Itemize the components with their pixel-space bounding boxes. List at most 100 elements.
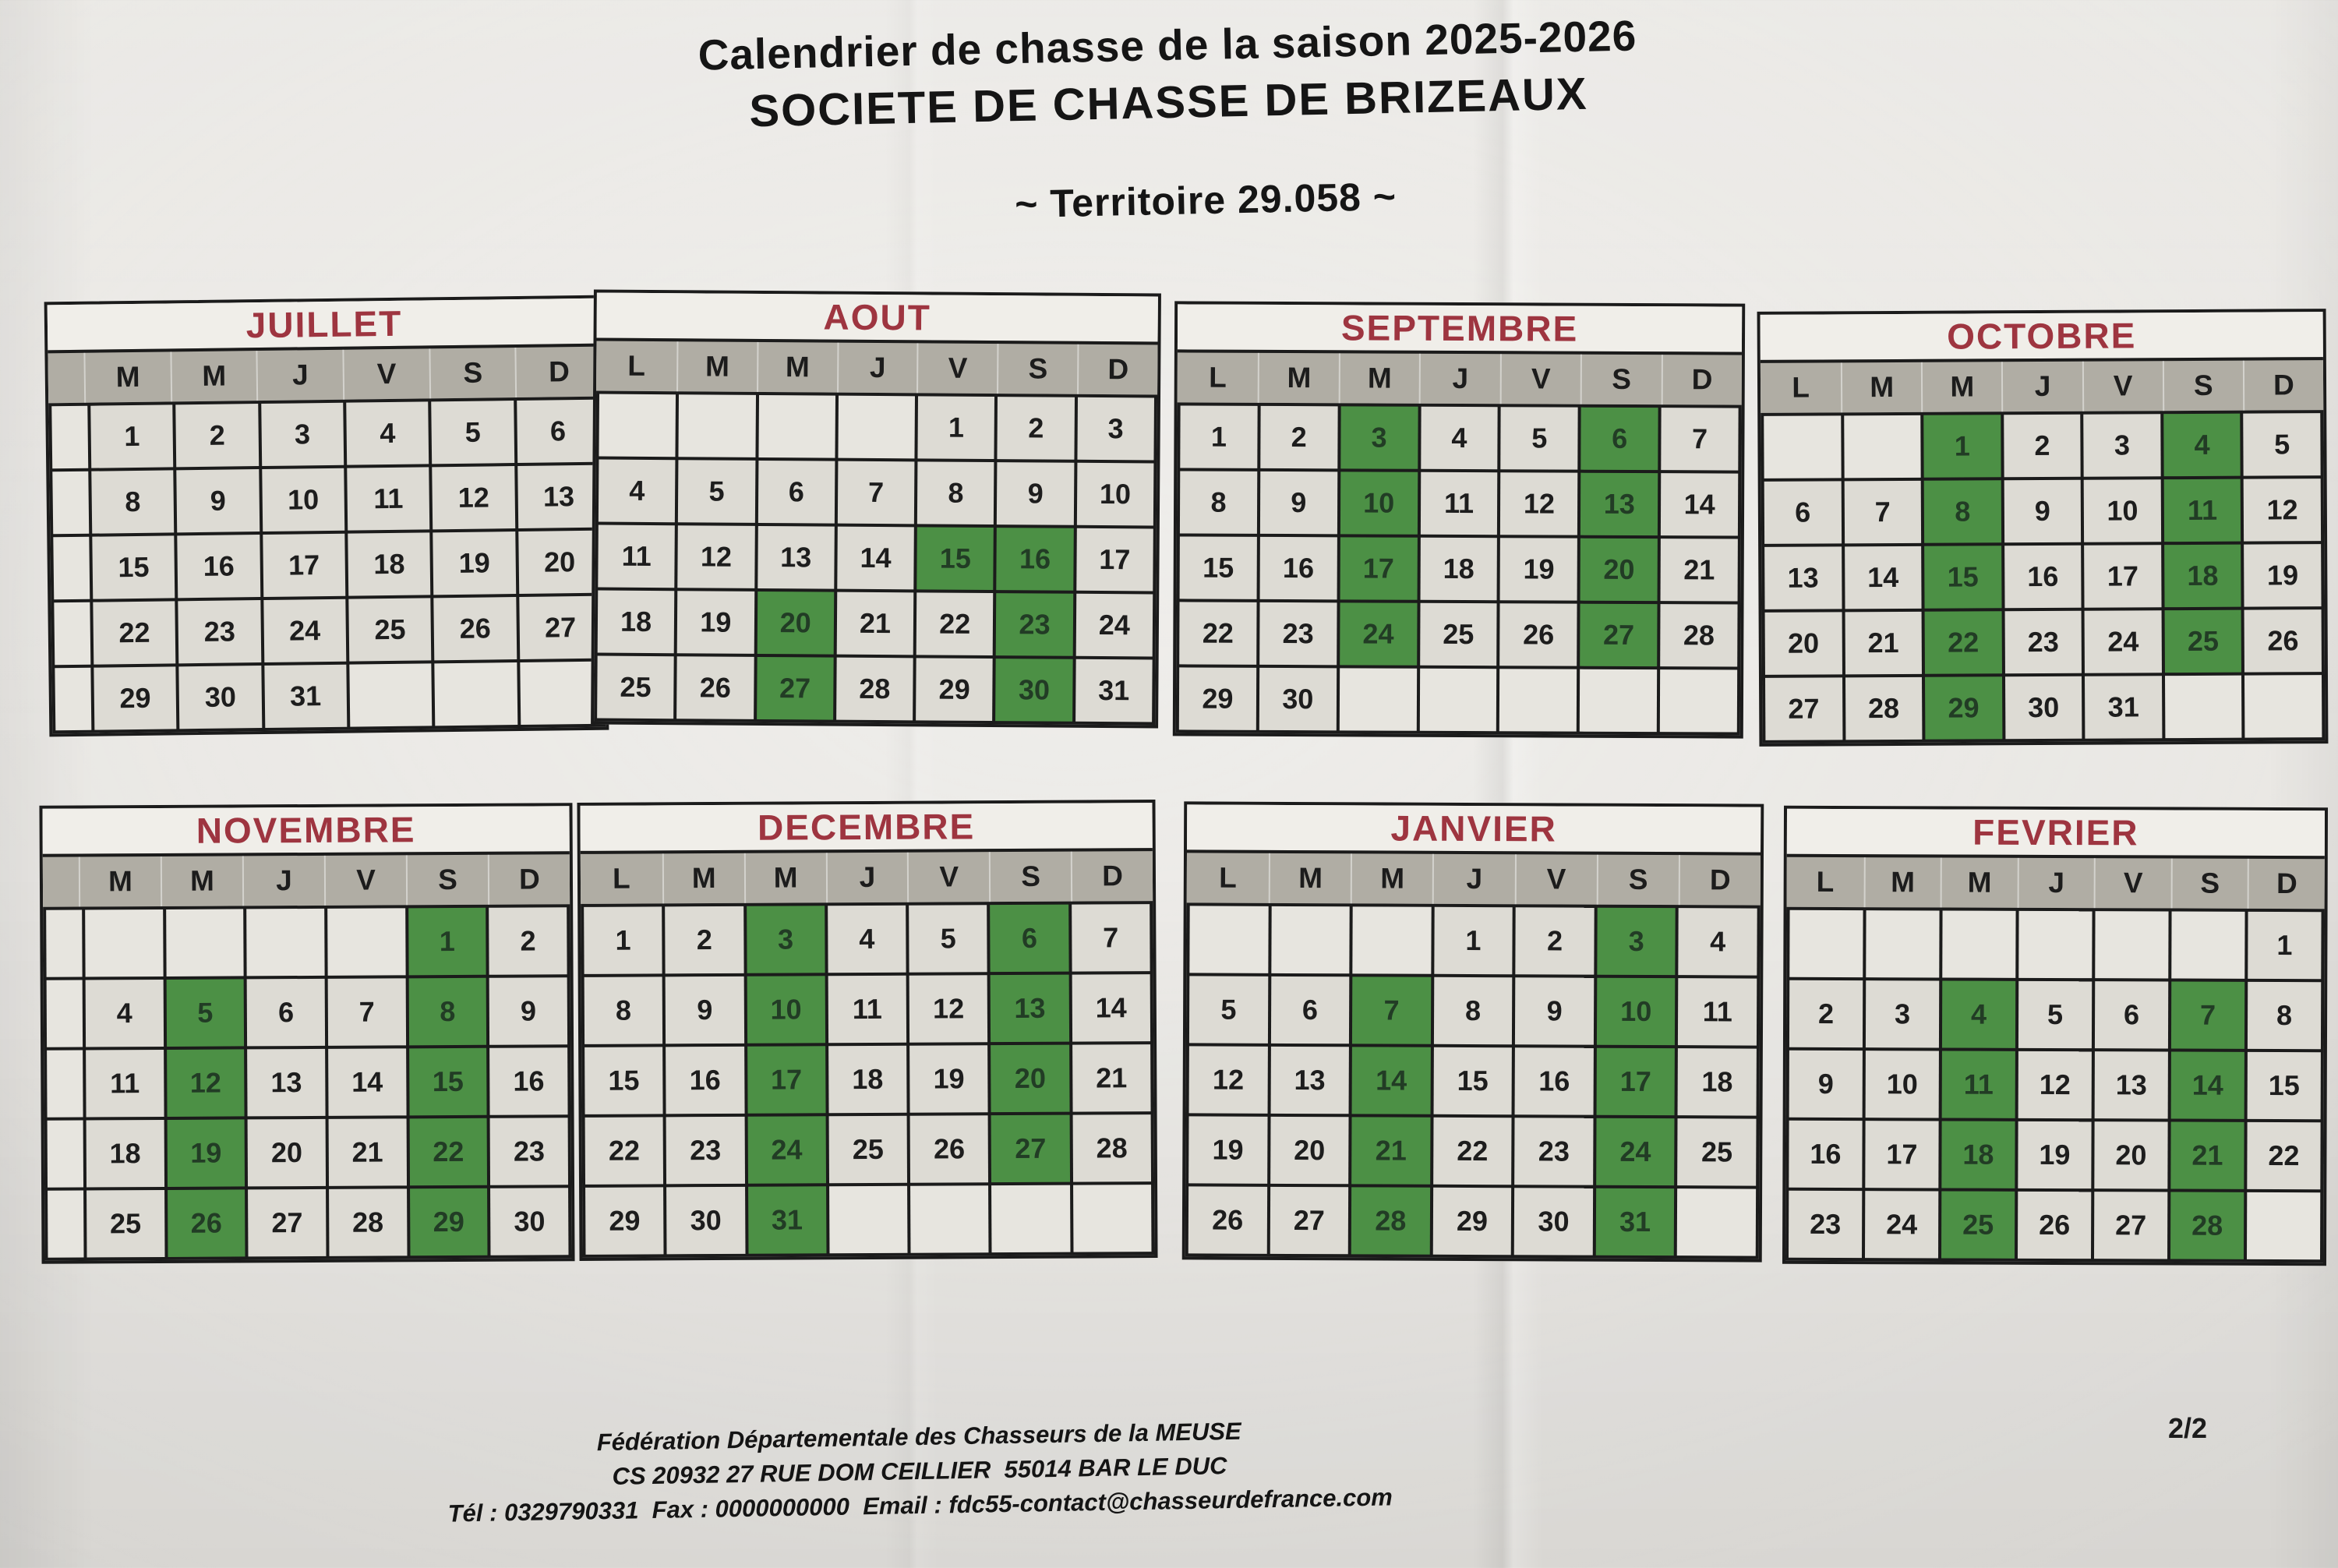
weekday-letter: D <box>1070 851 1153 902</box>
weekday-letter: D <box>1678 855 1761 906</box>
weekday-letter: L <box>1209 361 1227 394</box>
date-cell: 12 <box>2244 479 2322 542</box>
date-cell: 31 <box>1075 659 1153 722</box>
date-cell: 21 <box>328 1118 407 1186</box>
weekday-letter: J <box>256 349 344 401</box>
date-cell: 4 <box>85 979 164 1047</box>
date-cell: 30 <box>1514 1188 1593 1255</box>
date-cell-blank <box>434 662 517 726</box>
date-cell: 26 <box>1188 1186 1267 1254</box>
date-cell-hunting-day: 11 <box>2163 479 2241 542</box>
date-cell-hunting-day: 10 <box>1340 471 1418 535</box>
date-cell: 19 <box>909 1045 988 1113</box>
date-cell: 11 <box>1420 471 1498 535</box>
weekday-letter: J <box>836 342 917 394</box>
date-cell: 17 <box>2084 545 2162 608</box>
date-cell: 1 <box>584 906 662 974</box>
date-cell-hunting-day: 24 <box>747 1116 826 1184</box>
date-gutter-cell <box>51 405 89 469</box>
date-cell: 1 <box>90 404 174 468</box>
date-cell-blank <box>2164 675 2242 739</box>
weekday-letter: S <box>2162 360 2244 411</box>
date-cell: 7 <box>837 461 915 524</box>
weekday-letter: D <box>514 346 602 398</box>
date-cell-hunting-day: 20 <box>991 1044 1070 1113</box>
date-cell-blank <box>1659 669 1738 733</box>
date-cell: 2 <box>1260 405 1338 469</box>
date-cell: 8 <box>2247 981 2322 1050</box>
date-cell-hunting-day: 28 <box>1351 1187 1430 1255</box>
weekday-letter: L <box>1816 865 1835 899</box>
date-cell: 4 <box>1420 406 1499 470</box>
date-cell: 15 <box>1433 1047 1513 1115</box>
date-cell: 11 <box>86 1049 164 1118</box>
month-title: FEVRIER <box>1786 808 2326 856</box>
date-cell: 25 <box>1677 1118 1757 1186</box>
date-cell: 3 <box>1077 397 1154 461</box>
date-cell: 3 <box>1865 980 1940 1048</box>
weekday-letter: S <box>1580 354 1662 405</box>
date-cell: 22 <box>1179 602 1257 665</box>
month-title: OCTOBRE <box>1760 312 2323 360</box>
date-cell: 12 <box>677 525 755 588</box>
date-cell-hunting-day: 31 <box>747 1186 827 1254</box>
date-cell: 14 <box>1844 546 1922 609</box>
weekday-letter: M <box>1841 362 1922 413</box>
date-cell: 12 <box>1500 472 1578 535</box>
date-cell: 5 <box>431 401 514 464</box>
date-cell: 13 <box>757 525 835 589</box>
date-cell-hunting-day: 14 <box>2170 1051 2244 1119</box>
date-cell: 2 <box>1515 907 1595 975</box>
date-cell: 19 <box>2018 1121 2092 1189</box>
date-cell: 26 <box>2244 609 2322 673</box>
date-cell-blank <box>838 395 916 459</box>
date-cell-hunting-day: 23 <box>996 593 1073 656</box>
date-cell-hunting-day: 16 <box>996 528 1074 591</box>
date-cell: 18 <box>597 590 675 654</box>
date-cell-hunting-day: 17 <box>747 1046 826 1114</box>
date-cell: 4 <box>346 401 429 465</box>
dates-grid: 1 2 3 4 5 6 8 9 10 11 12 13 15 16 17 18 19 20 22 23 24 25 26 27… <box>48 396 606 734</box>
date-cell: 18 <box>348 532 431 596</box>
date-cell: 24 <box>263 599 347 662</box>
date-cell: 5 <box>2018 980 2093 1049</box>
weekday-letter: V <box>916 343 998 394</box>
date-cell-blank <box>2171 911 2245 979</box>
date-cell: 22 <box>1432 1117 1512 1185</box>
date-cell: 9 <box>489 977 568 1045</box>
date-cell-blank <box>2018 910 2093 979</box>
date-cell-blank <box>1789 909 1863 978</box>
date-cell-hunting-day: 13 <box>991 974 1069 1043</box>
date-cell: 15 <box>2247 1051 2321 1120</box>
date-cell: 30 <box>2004 676 2082 740</box>
date-cell: 27 <box>1270 1186 1349 1255</box>
date-cell: 17 <box>262 533 346 597</box>
date-cell: 27 <box>518 595 602 659</box>
date-cell: 30 <box>490 1188 569 1255</box>
month-calendar-fevrier: FEVRIER L M M J V S D 1 2 3 4 5 6 7 8 9 10 11 12 13 14 15 16 17 1… <box>1782 805 2329 1266</box>
date-cell: 20 <box>1270 1116 1349 1185</box>
date-cell-hunting-day: 6 <box>990 904 1069 973</box>
weekday-letter: M <box>1258 352 1339 404</box>
date-cell: 18 <box>86 1119 164 1188</box>
month-calendar-janvier: JANVIER L M M J V S D 1 2 3 4 5 6 7 8 9 10 11 12 13 14 15 16 17 1… <box>1181 801 1764 1263</box>
dates-grid: 1 2 3 4 5 6 7 8 9 10 11 12 13 14 15 16 17 18 19 20 21 22 23 24 2… <box>1185 902 1761 1259</box>
date-cell-hunting-day: 22 <box>409 1118 488 1186</box>
date-cell: 17 <box>1075 528 1153 592</box>
date-cell: 27 <box>248 1188 327 1257</box>
weekday-letter: L <box>1219 861 1237 894</box>
date-cell-blank <box>1580 669 1658 733</box>
weekday-gutter-cell <box>43 857 79 907</box>
weekday-letter: J <box>1418 353 1500 404</box>
date-cell-hunting-day: 24 <box>1339 602 1418 666</box>
date-cell-blank <box>165 909 244 976</box>
weekday-letter: M <box>1350 853 1433 904</box>
date-cell-hunting-day: 4 <box>2163 413 2241 477</box>
date-cell: 12 <box>2018 1051 2092 1119</box>
weekday-letter: D <box>1661 355 1742 405</box>
date-cell: 22 <box>93 601 176 665</box>
date-cell: 7 <box>327 978 406 1046</box>
date-cell: 18 <box>1420 537 1498 601</box>
